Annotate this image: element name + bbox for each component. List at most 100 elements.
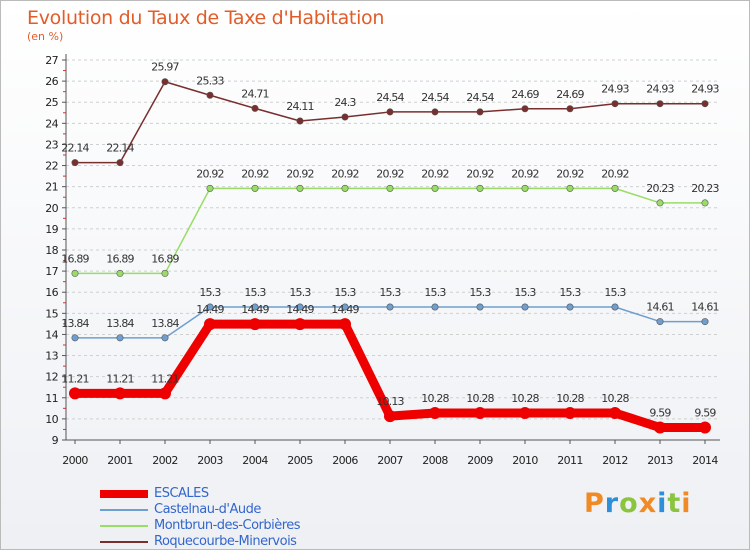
- data-point-roquecourbe-2011: [566, 105, 574, 113]
- legend-item-castelnau: Castelnau-d'Aude: [100, 502, 400, 518]
- logo-letter: i: [657, 488, 668, 519]
- y-tick-label-19: 19: [45, 223, 58, 236]
- data-point-montbrun-2014: [701, 199, 709, 207]
- data-point-escales-2013: [654, 421, 666, 434]
- data-point-montbrun-2012: [611, 184, 619, 192]
- data-point-escales-2002: [159, 387, 171, 400]
- y-tick-label-23: 23: [45, 138, 58, 151]
- data-label-escales-2012: 10.28: [601, 392, 629, 405]
- data-point-montbrun-2004: [251, 184, 259, 192]
- x-tick-label-2000: 2000: [62, 454, 88, 467]
- data-point-escales-2000: [69, 387, 81, 400]
- data-label-escales-2005: 14.49: [286, 303, 314, 316]
- logo-letter: i: [681, 488, 692, 519]
- data-point-roquecourbe-2002: [161, 78, 169, 86]
- data-label-escales-2014: 9.59: [694, 407, 716, 420]
- y-tick-label-10: 10: [45, 413, 58, 426]
- grid-layer: [66, 59, 720, 441]
- x-tick-label-2005: 2005: [287, 454, 313, 467]
- legend-label-montbrun: Montbrun-des-Corbières: [154, 518, 301, 533]
- data-label-castelnau-2009: 15.3: [469, 286, 491, 299]
- data-point-castelnau-2009: [476, 303, 484, 311]
- data-label-layer: 11.21 11.21 11.21 14.49 14.49 14.49 14.49 10.13…: [61, 61, 720, 420]
- legend-label-castelnau: Castelnau-d'Aude: [154, 502, 261, 517]
- x-tick-label-2012: 2012: [602, 454, 628, 467]
- data-point-castelnau-2007: [386, 303, 394, 311]
- data-point-escales-2008: [429, 406, 441, 419]
- y-tick-label-13: 13: [45, 350, 58, 363]
- data-label-roquecourbe-2011: 24.69: [556, 88, 584, 101]
- data-label-roquecourbe-2012: 24.93: [601, 83, 629, 96]
- data-label-roquecourbe-2001: 22.14: [106, 142, 134, 155]
- data-point-roquecourbe-2004: [251, 104, 259, 112]
- data-label-montbrun-2012: 20.92: [601, 167, 629, 180]
- y-tick-label-25: 25: [45, 96, 58, 109]
- data-label-castelnau-2012: 15.3: [604, 286, 626, 299]
- data-label-roquecourbe-2010: 24.69: [511, 88, 539, 101]
- data-label-montbrun-2010: 20.92: [511, 167, 539, 180]
- data-label-montbrun-2013: 20.23: [646, 182, 674, 195]
- data-point-montbrun-2007: [386, 184, 394, 192]
- data-label-escales-2009: 10.28: [466, 392, 494, 405]
- data-point-castelnau-2004: [251, 303, 259, 311]
- data-label-castelnau-2007: 15.3: [379, 286, 401, 299]
- data-label-escales-2003: 14.49: [196, 303, 224, 316]
- legend-label-escales: ESCALES: [154, 486, 209, 501]
- x-tick-label-2009: 2009: [467, 454, 493, 467]
- y-tick-label-20: 20: [45, 202, 58, 215]
- x-tick-label-2007: 2007: [377, 454, 403, 467]
- data-point-roquecourbe-2003: [206, 91, 214, 99]
- chart-unit: (en %): [27, 30, 64, 43]
- data-point-montbrun-2000: [71, 269, 79, 277]
- data-label-roquecourbe-2008: 24.54: [421, 91, 449, 104]
- data-label-castelnau-2003: 15.3: [199, 286, 221, 299]
- data-point-montbrun-2013: [656, 199, 664, 207]
- data-point-montbrun-2008: [431, 184, 439, 192]
- logo-letter: t: [667, 488, 682, 519]
- data-point-castelnau-2013: [656, 318, 664, 326]
- x-tick-label-2011: 2011: [557, 454, 583, 467]
- data-label-castelnau-2004: 15.3: [244, 286, 266, 299]
- data-label-escales-2013: 9.59: [649, 407, 671, 420]
- data-label-escales-2006: 14.49: [331, 303, 359, 316]
- data-point-roquecourbe-2012: [611, 100, 619, 108]
- data-point-roquecourbe-2014: [701, 100, 709, 108]
- data-label-montbrun-2008: 20.92: [421, 167, 449, 180]
- y-tick-label-11: 11: [45, 392, 58, 405]
- data-point-castelnau-2001: [116, 334, 124, 342]
- data-label-roquecourbe-2013: 24.93: [646, 83, 674, 96]
- legend-item-escales: ESCALES: [100, 486, 400, 502]
- data-point-castelnau-2010: [521, 303, 529, 311]
- data-label-escales-2011: 10.28: [556, 392, 584, 405]
- y-tick-label-21: 21: [45, 181, 58, 194]
- data-point-castelnau-2014: [701, 318, 709, 326]
- data-point-castelnau-2002: [161, 334, 169, 342]
- data-point-montbrun-2001: [116, 269, 124, 277]
- legend-swatch-montbrun: [100, 525, 148, 527]
- y-tick-label-9: 9: [52, 434, 59, 447]
- data-label-roquecourbe-2006: 24.3: [334, 96, 356, 109]
- data-label-montbrun-2000: 16.89: [61, 252, 89, 265]
- data-point-escales-2014: [699, 421, 711, 434]
- y-tick-label-27: 27: [45, 54, 58, 67]
- data-label-roquecourbe-2009: 24.54: [466, 91, 494, 104]
- data-point-montbrun-2006: [341, 184, 349, 192]
- x-tick-label-2004: 2004: [242, 454, 268, 467]
- data-point-roquecourbe-2007: [386, 108, 394, 116]
- data-label-roquecourbe-2007: 24.54: [376, 91, 404, 104]
- data-label-escales-2008: 10.28: [421, 392, 449, 405]
- y-tick-label-15: 15: [45, 307, 58, 320]
- data-label-escales-2001: 11.21: [106, 372, 134, 385]
- data-point-castelnau-2008: [431, 303, 439, 311]
- x-tick-label-2013: 2013: [647, 454, 673, 467]
- data-label-montbrun-2006: 20.92: [331, 167, 359, 180]
- data-label-castelnau-2011: 15.3: [559, 286, 581, 299]
- data-label-escales-2004: 14.49: [241, 303, 269, 316]
- data-label-roquecourbe-2000: 22.14: [61, 142, 89, 155]
- series-layer: [69, 78, 711, 434]
- data-point-montbrun-2005: [296, 184, 304, 192]
- data-label-castelnau-2008: 15.3: [424, 286, 446, 299]
- data-label-castelnau-2014: 14.61: [691, 301, 719, 314]
- proxiti-logo: Proxiti: [584, 488, 692, 519]
